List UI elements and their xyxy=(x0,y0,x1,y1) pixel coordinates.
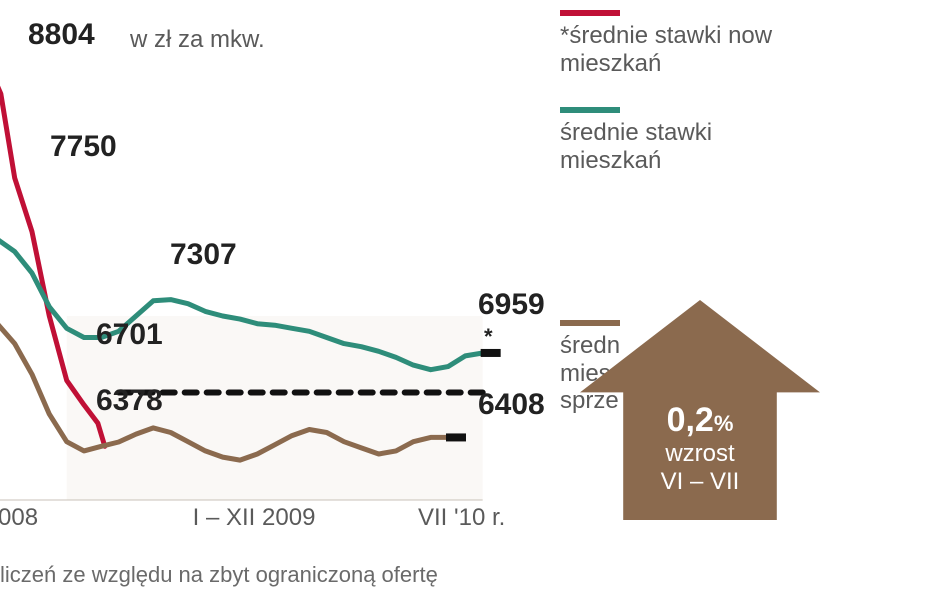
x-tick-label: I – XII 2009 xyxy=(193,504,316,532)
legend-swatch xyxy=(560,107,620,113)
value-label: 6701 xyxy=(96,318,163,352)
value-label: 6959 xyxy=(478,288,545,322)
arrow-percent: % xyxy=(714,411,734,436)
series-teal xyxy=(0,236,483,369)
arrow-value: 0,2 xyxy=(667,401,714,439)
growth-arrow-badge: 0,2% wzrost VI – VII xyxy=(580,300,820,520)
value-label: 6408 xyxy=(478,388,545,422)
series-brown xyxy=(0,313,448,460)
arrow-line3: VI – VII xyxy=(661,468,740,496)
x-tick-label: VII '10 r. xyxy=(418,504,505,532)
arrow-line2: wzrost xyxy=(665,440,734,468)
value-label: 6378 xyxy=(96,384,163,418)
asterisk-marker: * xyxy=(484,324,493,350)
value-label: 7307 xyxy=(170,238,237,272)
series-red xyxy=(0,70,105,446)
legend-label: średnie stawki mieszkań xyxy=(560,119,712,174)
footnote-text: liczeń ze względu na zbyt ograniczoną of… xyxy=(0,562,438,588)
unit-label: w zł za mkw. xyxy=(130,26,265,54)
legend-swatch xyxy=(560,10,620,16)
legend-label: *średnie stawki now mieszkań xyxy=(560,22,772,77)
value-label: 8804 xyxy=(28,18,95,52)
x-tick-label: 2008 xyxy=(0,504,38,532)
value-label: 7750 xyxy=(50,130,117,164)
